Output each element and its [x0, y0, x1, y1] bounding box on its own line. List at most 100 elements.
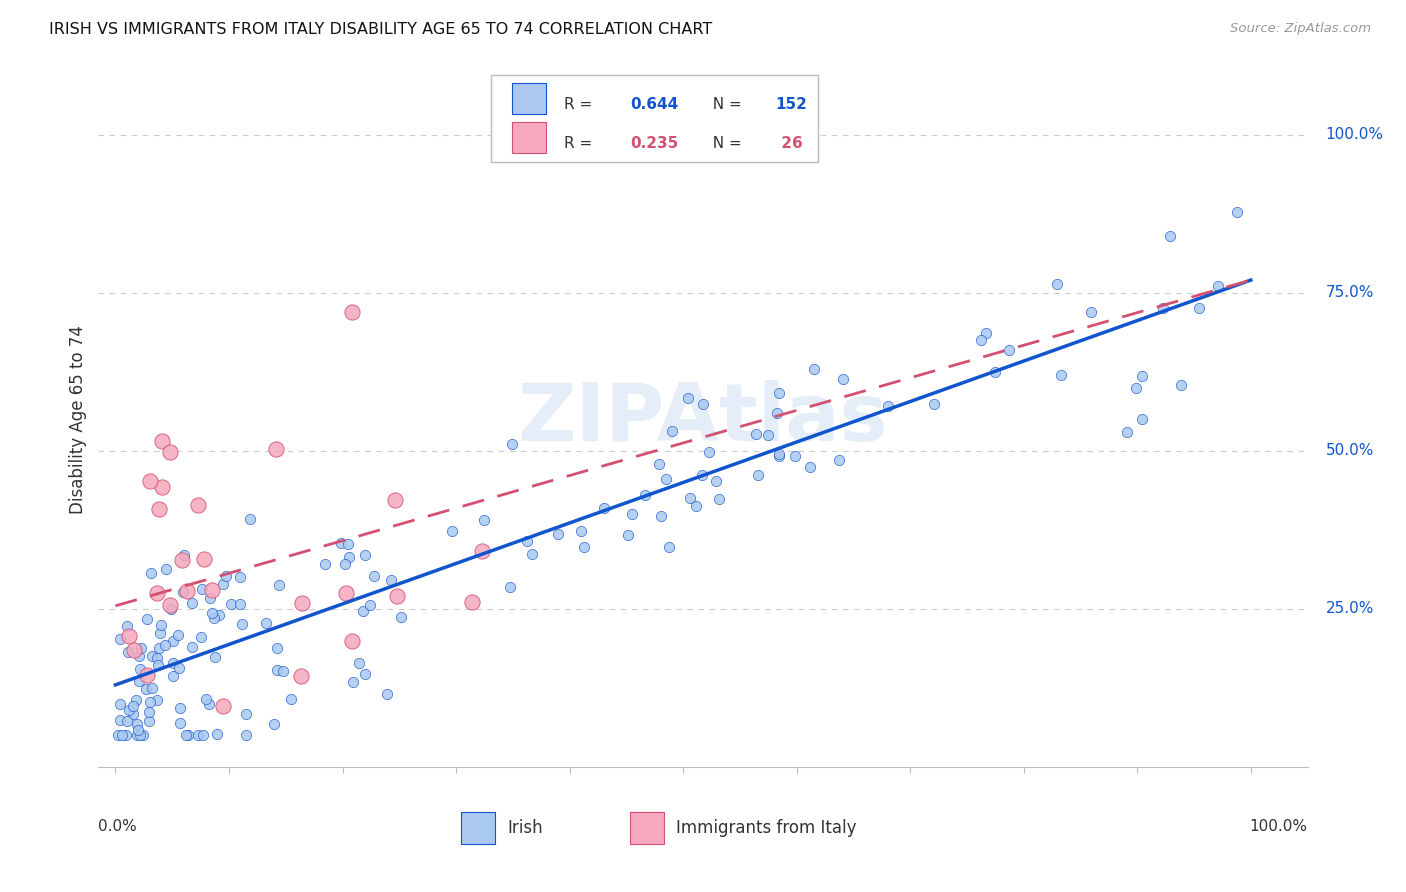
- Point: [108, 713, 131, 727]
- Point: [768, 449, 790, 463]
- Point: [650, 508, 672, 523]
- Point: [125, 693, 148, 707]
- Point: [231, 617, 253, 632]
- Point: [353, 548, 375, 562]
- Point: [139, 566, 162, 580]
- Point: [146, 586, 169, 600]
- Point: [229, 597, 252, 611]
- Point: [648, 457, 671, 471]
- Point: [1159, 229, 1181, 244]
- Point: [235, 729, 257, 743]
- Point: [1116, 425, 1139, 440]
- Point: [159, 445, 181, 459]
- Point: [501, 437, 523, 451]
- Point: [162, 634, 184, 648]
- Point: [658, 540, 681, 554]
- Point: [1130, 368, 1153, 383]
- Point: [593, 501, 616, 516]
- Point: [709, 491, 731, 506]
- Point: [155, 638, 177, 652]
- Text: 100.0%: 100.0%: [1250, 819, 1308, 834]
- Point: [128, 673, 150, 688]
- Point: [1170, 377, 1192, 392]
- Text: 75.0%: 75.0%: [1326, 285, 1374, 301]
- Point: [212, 698, 235, 713]
- Point: [263, 717, 285, 731]
- Point: [229, 570, 252, 584]
- Point: [264, 442, 287, 457]
- Point: [111, 729, 134, 743]
- Point: [181, 596, 204, 610]
- Point: [877, 399, 900, 413]
- Point: [984, 365, 1007, 379]
- Text: 0.0%: 0.0%: [98, 819, 138, 834]
- Point: [127, 723, 149, 738]
- Point: [125, 729, 148, 743]
- Point: [152, 434, 174, 449]
- Bar: [461, 813, 495, 844]
- Text: 100.0%: 100.0%: [1326, 128, 1384, 142]
- Point: [654, 472, 676, 486]
- Point: [342, 675, 364, 690]
- Bar: [512, 83, 546, 114]
- Point: [193, 729, 215, 743]
- Text: R =: R =: [564, 136, 598, 151]
- Point: [198, 591, 221, 605]
- Point: [785, 449, 807, 463]
- Point: [1125, 381, 1147, 395]
- Point: [828, 453, 851, 467]
- Point: [375, 687, 398, 701]
- Point: [799, 460, 821, 475]
- Point: [138, 706, 160, 720]
- Point: [685, 500, 707, 514]
- Point: [139, 475, 162, 489]
- Text: IRISH VS IMMIGRANTS FROM ITALY DISABILITY AGE 65 TO 74 CORRELATION CHART: IRISH VS IMMIGRANTS FROM ITALY DISABILIT…: [49, 22, 713, 37]
- Text: N =: N =: [703, 96, 747, 112]
- Point: [235, 706, 257, 721]
- Point: [211, 577, 233, 591]
- Point: [768, 447, 790, 461]
- Point: [167, 660, 190, 674]
- Point: [363, 568, 385, 582]
- Text: R =: R =: [564, 96, 598, 112]
- Point: [803, 362, 825, 376]
- Point: [1226, 204, 1249, 219]
- Point: [387, 589, 409, 603]
- Point: [970, 333, 993, 347]
- Point: [181, 640, 204, 654]
- Point: [176, 584, 198, 599]
- Point: [108, 632, 131, 646]
- Point: [335, 586, 357, 600]
- Point: [569, 524, 592, 539]
- Point: [187, 729, 209, 743]
- Point: [193, 552, 215, 566]
- Text: ZIPAtlas: ZIPAtlas: [517, 380, 889, 458]
- Point: [697, 445, 720, 459]
- Point: [291, 596, 314, 610]
- Point: [198, 698, 221, 712]
- Text: 0.235: 0.235: [630, 136, 679, 151]
- Point: [122, 706, 145, 721]
- Point: [765, 406, 787, 420]
- Point: [271, 665, 294, 679]
- Point: [146, 651, 169, 665]
- Point: [150, 618, 173, 632]
- Point: [205, 727, 228, 741]
- Point: [661, 424, 683, 438]
- Text: Immigrants from Italy: Immigrants from Italy: [676, 820, 856, 838]
- Point: [149, 625, 172, 640]
- Point: [132, 729, 155, 743]
- Point: [195, 692, 218, 706]
- Y-axis label: Disability Age 65 to 74: Disability Age 65 to 74: [69, 325, 87, 514]
- Point: [187, 499, 209, 513]
- Point: [122, 643, 145, 657]
- Point: [201, 583, 224, 598]
- Point: [221, 597, 243, 611]
- Text: Source: ZipAtlas.com: Source: ZipAtlas.com: [1230, 22, 1371, 36]
- Point: [768, 385, 790, 400]
- Point: [380, 573, 402, 587]
- Point: [679, 491, 702, 505]
- Text: 152: 152: [776, 96, 807, 112]
- Point: [572, 541, 595, 555]
- Point: [190, 631, 212, 645]
